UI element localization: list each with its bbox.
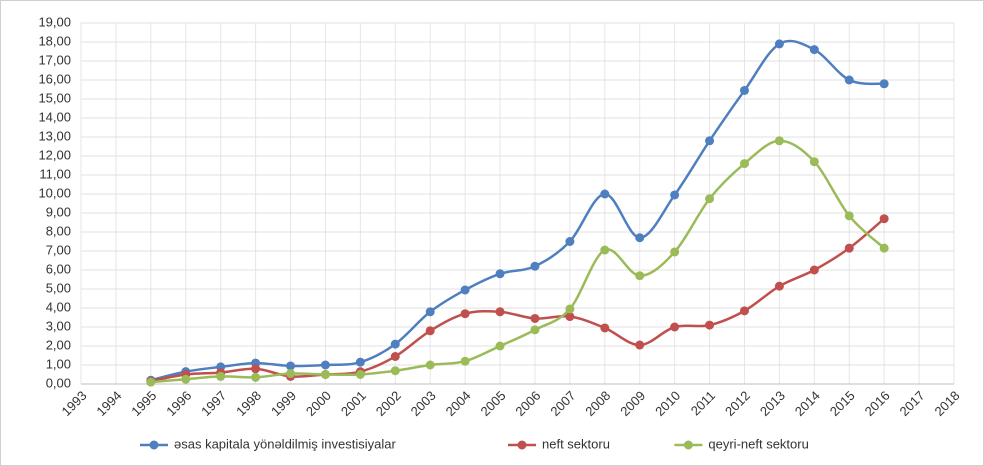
legend-label: əsas kapitala yönəldilmiş investisiyalar xyxy=(174,436,396,451)
series-marker xyxy=(320,360,330,370)
series-marker xyxy=(809,157,819,167)
series-marker xyxy=(809,45,819,55)
series-marker xyxy=(774,281,784,291)
y-tick-label: 8,00 xyxy=(46,223,71,238)
y-tick-label: 4,00 xyxy=(46,299,71,314)
series-marker xyxy=(774,136,784,146)
y-tick-label: 12,00 xyxy=(38,147,71,162)
y-tick-label: 15,00 xyxy=(38,90,71,105)
series-marker xyxy=(425,360,435,370)
series-marker xyxy=(705,320,715,330)
legend-label: qeyri-neft sektoru xyxy=(708,436,808,451)
series-marker xyxy=(809,265,819,275)
legend-label: neft sektoru xyxy=(542,436,610,451)
y-tick-label: 19,00 xyxy=(38,14,71,29)
series-marker xyxy=(425,307,435,317)
series-marker xyxy=(495,269,505,279)
series-line xyxy=(150,39,885,382)
series-marker xyxy=(844,75,854,85)
series-marker xyxy=(286,361,296,371)
y-tick-label: 18,00 xyxy=(38,33,71,48)
y-tick-label: 6,00 xyxy=(46,261,71,276)
y-tick-label: 17,00 xyxy=(38,52,71,67)
series-marker xyxy=(879,214,889,224)
series-marker xyxy=(844,211,854,221)
series-marker xyxy=(774,39,784,49)
series-marker xyxy=(600,323,610,333)
y-tick-label: 5,00 xyxy=(46,280,71,295)
series-marker xyxy=(390,366,400,376)
y-tick-label: 2,00 xyxy=(46,337,71,352)
series-marker xyxy=(879,79,889,89)
y-tick-label: 0,00 xyxy=(46,375,71,390)
series-marker xyxy=(181,374,191,384)
series-marker xyxy=(739,159,749,169)
series-marker xyxy=(251,372,261,382)
series-marker xyxy=(844,243,854,253)
series-line xyxy=(150,217,885,383)
series-marker xyxy=(286,369,296,379)
y-tick-label: 7,00 xyxy=(46,242,71,257)
series-marker xyxy=(495,341,505,351)
y-tick-label: 13,00 xyxy=(38,128,71,143)
y-tick-label: 10,00 xyxy=(38,185,71,200)
series-marker xyxy=(495,307,505,317)
legend-marker xyxy=(683,440,693,450)
series-marker xyxy=(355,357,365,367)
series-marker xyxy=(216,371,226,381)
series-marker xyxy=(390,339,400,349)
series-marker xyxy=(600,245,610,255)
series-marker xyxy=(565,237,575,246)
series-marker xyxy=(565,304,575,314)
series-marker xyxy=(530,325,540,335)
series-marker xyxy=(530,261,540,271)
series-marker xyxy=(879,243,889,253)
series-marker xyxy=(739,306,749,316)
series-marker xyxy=(670,247,680,257)
y-tick-label: 1,00 xyxy=(46,356,71,371)
series-marker xyxy=(739,85,749,95)
series-marker xyxy=(530,313,540,323)
y-tick-label: 3,00 xyxy=(46,318,71,333)
series-marker xyxy=(390,351,400,361)
series-marker xyxy=(635,233,645,243)
series-line xyxy=(150,139,886,384)
series-marker xyxy=(635,340,645,350)
series-marker xyxy=(251,364,261,374)
legend-marker xyxy=(149,440,159,450)
legend-marker xyxy=(517,440,527,450)
y-tick-label: 14,00 xyxy=(38,109,71,124)
series-marker xyxy=(600,189,610,199)
series-marker xyxy=(565,312,575,322)
series-marker xyxy=(146,377,156,387)
series-marker xyxy=(460,356,470,366)
series-marker xyxy=(460,285,470,295)
y-tick-label: 16,00 xyxy=(38,71,71,86)
series-marker xyxy=(705,194,715,204)
y-tick-label: 11,00 xyxy=(39,166,71,181)
series-marker xyxy=(460,309,470,319)
series-marker xyxy=(670,322,680,332)
series-marker xyxy=(355,370,365,379)
series-marker xyxy=(670,190,680,200)
series-marker xyxy=(425,326,435,336)
y-tick-label: 9,00 xyxy=(46,204,71,219)
series-marker xyxy=(635,271,645,281)
series-marker xyxy=(320,370,330,379)
series-marker xyxy=(705,136,715,146)
